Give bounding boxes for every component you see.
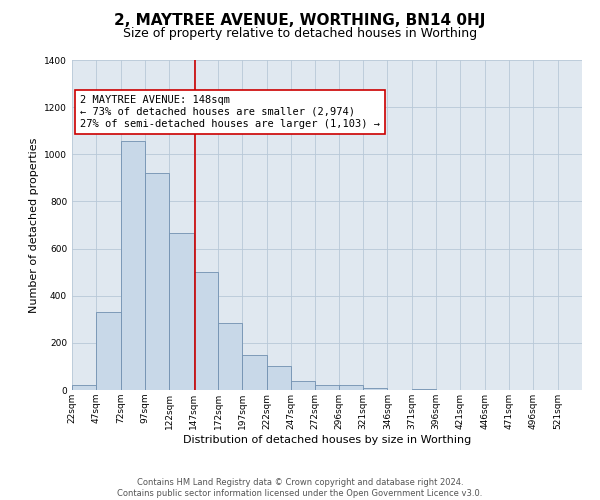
Bar <box>338 386 363 390</box>
Bar <box>316 386 340 390</box>
Text: Size of property relative to detached houses in Worthing: Size of property relative to detached ho… <box>123 28 477 40</box>
Bar <box>169 233 194 390</box>
Bar <box>363 388 388 390</box>
Bar <box>242 354 266 390</box>
Text: Contains HM Land Registry data © Crown copyright and database right 2024.
Contai: Contains HM Land Registry data © Crown c… <box>118 478 482 498</box>
Bar <box>266 366 291 390</box>
Y-axis label: Number of detached properties: Number of detached properties <box>29 138 38 312</box>
Bar <box>97 312 121 390</box>
X-axis label: Distribution of detached houses by size in Worthing: Distribution of detached houses by size … <box>183 434 471 444</box>
Bar <box>218 323 242 390</box>
Bar <box>121 142 145 390</box>
Bar <box>291 380 316 390</box>
Bar <box>145 173 169 390</box>
Bar <box>194 272 218 390</box>
Text: 2 MAYTREE AVENUE: 148sqm
← 73% of detached houses are smaller (2,974)
27% of sem: 2 MAYTREE AVENUE: 148sqm ← 73% of detach… <box>80 96 380 128</box>
Bar <box>72 386 97 390</box>
Text: 2, MAYTREE AVENUE, WORTHING, BN14 0HJ: 2, MAYTREE AVENUE, WORTHING, BN14 0HJ <box>115 12 485 28</box>
Bar <box>412 389 436 390</box>
